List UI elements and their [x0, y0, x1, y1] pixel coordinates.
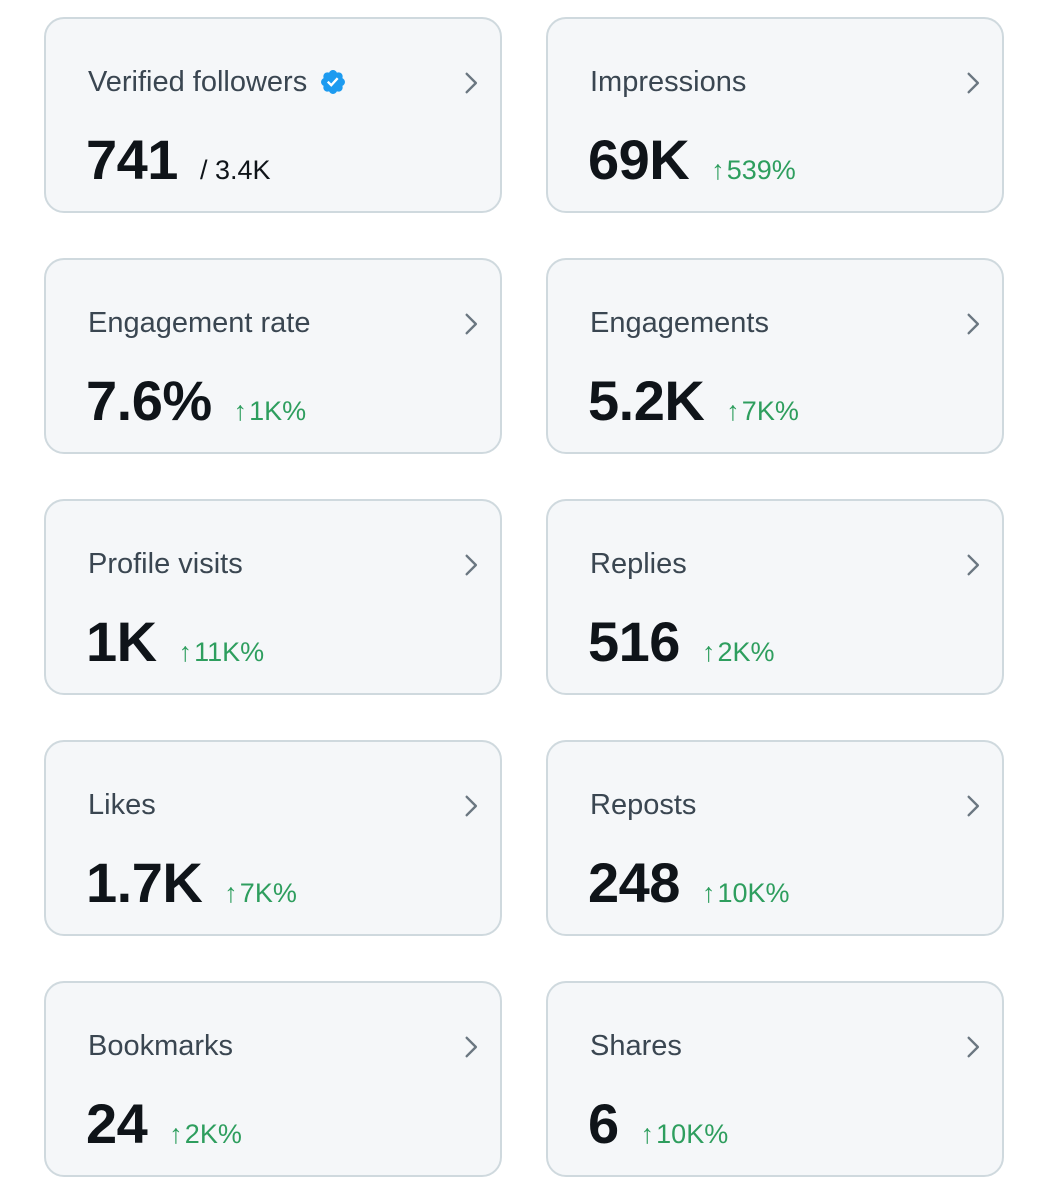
- value-row: 516 ↑2K%: [588, 611, 774, 673]
- stat-value: 1K: [86, 610, 157, 673]
- stat-change-value: 1K%: [249, 396, 307, 426]
- arrow-up-icon: ↑: [701, 878, 716, 908]
- stat-card-profile-visits[interactable]: Profile visits 1K ↑11K%: [44, 499, 502, 695]
- card-title: Engagements: [590, 307, 769, 339]
- stat-card-likes[interactable]: Likes 1.7K ↑7K%: [44, 740, 502, 936]
- card-title: Bookmarks: [88, 1030, 234, 1062]
- stat-change-value: 10K%: [656, 1119, 729, 1149]
- value-row: 6 ↑10K%: [588, 1093, 728, 1155]
- stat-change: ↑10K%: [641, 1119, 729, 1150]
- stat-change: ↑2K%: [169, 1119, 242, 1150]
- stat-change: ↑2K%: [702, 637, 775, 668]
- stat-change: ↑10K%: [702, 878, 790, 909]
- stat-card-impressions[interactable]: Impressions 69K ↑539%: [546, 17, 1004, 213]
- value-row: 1K ↑11K%: [86, 611, 264, 673]
- arrow-up-icon: ↑: [726, 396, 740, 426]
- stat-value: 248: [588, 851, 680, 914]
- value-row: 69K ↑539%: [588, 129, 796, 191]
- card-title: Reposts: [590, 789, 697, 821]
- value-row: 248 ↑10K%: [588, 852, 790, 914]
- card-title: Engagement rate: [88, 307, 311, 339]
- arrow-up-icon: ↑: [233, 396, 248, 426]
- stat-value: 24: [86, 1092, 148, 1155]
- stat-value: 741: [86, 128, 178, 191]
- stat-change-value: 7K%: [741, 396, 799, 426]
- card-title-label: Verified followers: [88, 66, 308, 98]
- stat-card-replies[interactable]: Replies 516 ↑2K%: [546, 499, 1004, 695]
- chevron-right-icon: [960, 70, 986, 96]
- card-title: Verified followers: [88, 65, 347, 99]
- value-row: 5.2K ↑7K%: [588, 370, 799, 432]
- value-row: 7.6% ↑1K%: [86, 370, 306, 432]
- stat-value: 7.6%: [86, 369, 212, 432]
- stat-change-value: 539%: [726, 155, 796, 185]
- stat-total: / 3.4K: [199, 155, 271, 185]
- card-title: Profile visits: [88, 548, 243, 580]
- arrow-up-icon: ↑: [640, 1119, 655, 1149]
- chevron-right-icon: [960, 552, 986, 578]
- arrow-up-icon: ↑: [169, 1119, 183, 1149]
- arrow-up-icon: ↑: [178, 637, 193, 667]
- stat-card-reposts[interactable]: Reposts 248 ↑10K%: [546, 740, 1004, 936]
- card-title: Likes: [88, 789, 156, 821]
- chevron-right-icon: [458, 793, 484, 819]
- arrow-up-icon: ↑: [701, 637, 716, 667]
- chevron-right-icon: [458, 70, 484, 96]
- verified-badge-icon: [319, 68, 347, 96]
- arrow-up-icon: ↑: [224, 878, 238, 908]
- stat-value: 516: [588, 610, 680, 673]
- stat-value: 1.7K: [86, 851, 203, 914]
- chevron-right-icon: [960, 311, 986, 337]
- chevron-right-icon: [458, 552, 484, 578]
- card-title: Shares: [590, 1030, 682, 1062]
- stat-change: ↑11K%: [179, 637, 265, 668]
- value-row: 1.7K ↑7K%: [86, 852, 297, 914]
- stat-change-value: 7K%: [239, 878, 297, 908]
- stat-card-shares[interactable]: Shares 6 ↑10K%: [546, 981, 1004, 1177]
- value-row: 24 ↑2K%: [86, 1093, 242, 1155]
- stat-change: ↑1K%: [234, 396, 307, 427]
- stat-value: 69K: [588, 128, 690, 191]
- stat-change: ↑539%: [711, 155, 796, 186]
- chevron-right-icon: [960, 1034, 986, 1060]
- stat-card-engagement-rate[interactable]: Engagement rate 7.6% ↑1K%: [44, 258, 502, 454]
- chevron-right-icon: [960, 793, 986, 819]
- stat-card-engagements[interactable]: Engagements 5.2K ↑7K%: [546, 258, 1004, 454]
- chevron-right-icon: [458, 1034, 484, 1060]
- chevron-right-icon: [458, 311, 484, 337]
- card-title: Replies: [590, 548, 687, 580]
- stat-value: 6: [588, 1092, 619, 1155]
- stat-change-value: 2K%: [184, 1119, 242, 1149]
- stat-value: 5.2K: [588, 369, 705, 432]
- stat-card-verified-followers[interactable]: Verified followers 741 / 3.4K: [44, 17, 502, 213]
- arrow-up-icon: ↑: [711, 155, 725, 185]
- value-row: 741 / 3.4K: [86, 129, 270, 191]
- stat-card-bookmarks[interactable]: Bookmarks 24 ↑2K%: [44, 981, 502, 1177]
- stat-change-value: 11K%: [194, 637, 265, 667]
- card-title: Impressions: [590, 66, 747, 98]
- stat-change: ↑7K%: [726, 396, 799, 427]
- stat-change: ↑7K%: [224, 878, 297, 909]
- stat-change-value: 10K%: [717, 878, 790, 908]
- stat-change-value: 2K%: [717, 637, 775, 667]
